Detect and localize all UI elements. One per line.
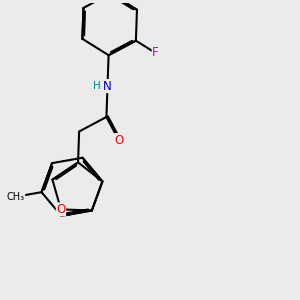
Text: O: O xyxy=(114,134,123,147)
Text: H: H xyxy=(93,81,101,91)
Text: CH₃: CH₃ xyxy=(7,192,25,202)
Text: O: O xyxy=(56,203,66,216)
Text: F: F xyxy=(152,46,159,59)
Text: N: N xyxy=(103,80,112,93)
